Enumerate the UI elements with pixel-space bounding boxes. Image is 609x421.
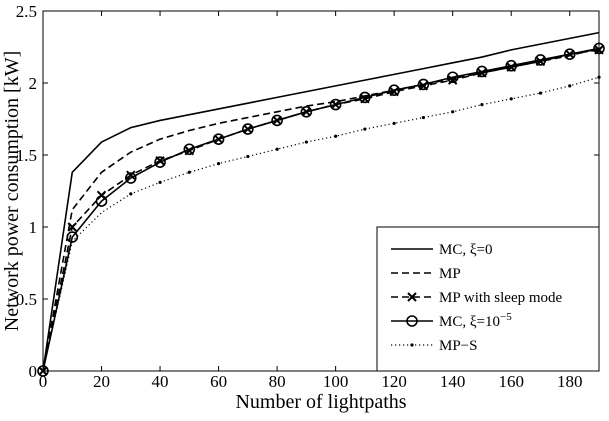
data-point-dot — [216, 162, 221, 166]
legend-label: MP−S — [439, 338, 477, 354]
y-axis-title: Network power consumption [kW] — [1, 51, 23, 332]
data-point-dot — [421, 115, 426, 120]
data-point-x — [67, 222, 77, 232]
ticks-layer: 0 20 40 60 80 100 120 140 160 180 0 0.5 1 1.5 2 2.5 — [16, 2, 599, 391]
data-point-circle — [505, 59, 518, 72]
data-point-dot — [334, 134, 338, 138]
legend-label: MP with sleep mode — [439, 290, 563, 306]
series-line — [42, 76, 600, 372]
data-point-x — [407, 292, 417, 302]
x-tick-label: 80 — [269, 372, 286, 391]
x-tick-label: 100 — [323, 372, 349, 391]
data-point-circle — [212, 133, 225, 145]
x-tick-label: 40 — [152, 372, 169, 391]
legend-label: MC, ξ=0 — [439, 242, 493, 258]
data-point-circle — [271, 114, 283, 127]
y-tick-label: 2.5 — [16, 2, 37, 21]
series-5 — [42, 75, 601, 372]
data-point-dot — [275, 147, 279, 151]
data-point-dot — [451, 110, 455, 114]
data-point-circle — [563, 48, 576, 61]
data-point-circle — [300, 106, 313, 118]
data-point-circle — [476, 65, 488, 78]
data-point-x — [126, 170, 136, 180]
series-4 — [37, 42, 605, 377]
y-tick-label: 1 — [29, 218, 38, 237]
data-point-circle — [154, 156, 166, 168]
plot-frame — [42, 10, 600, 372]
data-point-circle — [359, 91, 371, 104]
data-point-circle — [183, 143, 196, 156]
axes-layer — [42, 10, 600, 372]
data-point-circle — [417, 78, 430, 91]
series-layer — [37, 31, 605, 377]
data-point-circle — [446, 71, 459, 84]
legend-label: MC, ξ=10−5 — [439, 311, 512, 330]
y-tick-label: 1.5 — [16, 146, 37, 165]
data-point-circle — [95, 195, 108, 207]
y-tick-label: 2 — [29, 74, 38, 93]
data-point-dot — [410, 343, 414, 347]
data-point-dot — [187, 170, 191, 174]
legend: MC, ξ=0 MP MP with sleep mode MC, ξ=10−5 MP−… — [376, 226, 600, 372]
x-tick-label: 20 — [93, 372, 110, 391]
x-axis-title: Number of lightpaths — [235, 391, 406, 413]
data-point-dot — [480, 103, 484, 107]
y-tick-label: 0.5 — [16, 290, 37, 309]
data-point-circle — [388, 84, 400, 96]
data-point-circle — [242, 123, 254, 135]
data-point-circle — [329, 98, 342, 111]
x-tick-label: 140 — [440, 372, 466, 391]
data-point-circle — [534, 54, 547, 66]
data-point-circle — [124, 172, 137, 184]
x-tick-label: 160 — [498, 372, 524, 391]
x-tick-label: 0 — [39, 372, 48, 391]
data-point-dot — [538, 91, 543, 95]
series-1 — [42, 31, 600, 372]
data-point-dot — [246, 154, 250, 159]
data-point-circle — [406, 315, 418, 327]
data-point-dot — [129, 192, 133, 196]
data-point-dot — [392, 121, 396, 125]
legend-label: MP — [439, 266, 461, 282]
data-point-dot — [158, 180, 162, 184]
x-tick-label: 180 — [557, 372, 583, 391]
data-point-dot — [304, 140, 308, 144]
data-point-dot — [568, 84, 572, 88]
x-tick-label: 120 — [381, 372, 407, 391]
data-point-dot — [363, 127, 367, 131]
x-tick-label: 60 — [210, 372, 227, 391]
y-tick-label: 0 — [29, 362, 38, 381]
data-point-dot — [509, 97, 513, 101]
series-line — [42, 31, 600, 372]
